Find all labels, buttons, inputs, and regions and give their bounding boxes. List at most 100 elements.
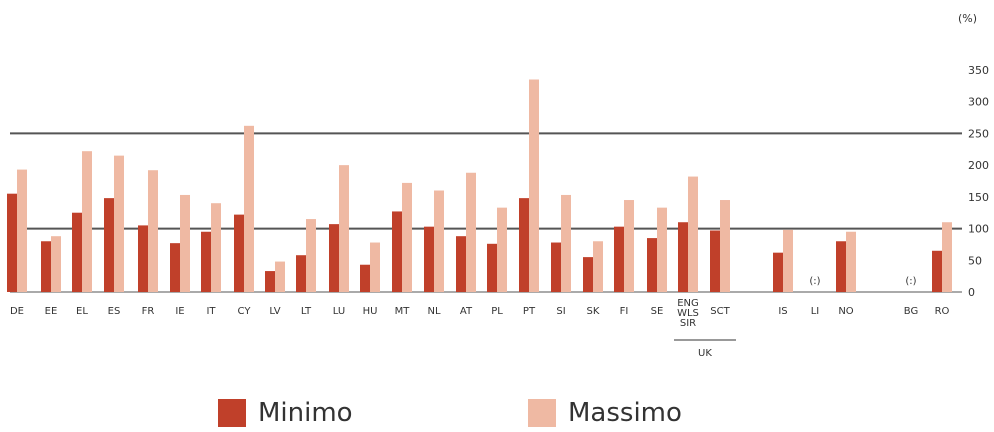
bar-minimo-lu [329,224,339,292]
legend-swatch-minimo [218,399,246,427]
x-tick-label: ES [108,306,121,317]
bar-massimo-is [783,229,793,292]
chart-area: 0 50 100 150 200 250 300 350 (%) DE EE EL ES FR IE IT CY… [7,12,989,359]
bar-minimo-at [456,236,466,292]
uk-group-label: UK [698,348,712,359]
bar-massimo-el [82,151,92,292]
bar-massimo-es [114,155,124,292]
x-tick-label: DE [10,306,24,317]
bar-minimo-it [201,231,211,292]
bar-minimo-lv [265,271,275,292]
bar-massimo-hu [370,242,380,292]
bar-massimo-it [211,203,221,292]
bar-massimo-lt [306,219,316,292]
x-tick-label: MT [395,306,411,317]
x-tick-label: HU [363,306,378,317]
y-tick-label: 250 [968,127,989,140]
x-tick-label: SI [556,306,565,317]
bar-minimo-de [7,193,17,292]
x-tick-label: AT [460,306,473,317]
x-tick-label: PL [491,306,503,317]
bar-massimo-mt [402,182,412,292]
x-tick-label: IT [206,306,216,317]
x-tick-label: NO [838,306,853,317]
bar-minimo-cy [234,214,244,292]
x-tick-label: LU [333,306,345,317]
bar-massimo-sct [720,200,730,292]
bar-minimo-pl [487,243,497,292]
bar-massimo-pt [529,79,539,292]
bar-minimo-el [72,212,82,292]
x-tick-label: LI [811,306,820,317]
bar-massimo-de [17,169,27,292]
bar-massimo-si [561,194,571,292]
x-tick-label: ENG [677,298,699,309]
x-tick-label: FR [142,306,155,317]
bar-minimo-se [647,238,657,292]
bar-massimo-fi [624,200,634,292]
bar-massimo-ie [180,194,190,292]
x-tick-label: IE [175,306,184,317]
bar-minimo-pt [519,198,529,292]
x-tick-label: PT [523,306,536,317]
bar-minimo-ee [41,241,51,292]
legend-swatch-massimo [528,399,556,427]
bar-minimo-no [836,241,846,292]
bar-minimo-es [104,198,114,292]
bar-minimo-ie [170,243,180,292]
not-available-label: (:) [905,276,916,287]
x-tick-label: EE [45,306,58,317]
y-tick-label: 50 [968,254,982,267]
bar-massimo-sk [593,241,603,292]
y-tick-label: 150 [968,191,989,204]
bar-massimo-ro [942,222,952,292]
bar-minimo-is [773,252,783,292]
x-tick-label: SE [651,306,664,317]
y-unit-label: (%) [958,12,977,25]
y-tick-label: 100 [968,223,989,236]
x-tick-label: RO [935,306,950,317]
legend-label-minimo: Minimo [258,398,353,428]
y-tick-label: 350 [968,64,989,77]
x-tick-label: NL [427,306,440,317]
x-tick-label: SK [587,306,600,317]
bar-massimo-no [846,231,856,292]
bar-minimo-si [551,242,561,292]
bar-massimo-at [466,172,476,292]
bar-minimo-mt [392,211,402,292]
legend-item-minimo: Minimo [218,398,353,428]
bar-minimo-fr [138,225,148,292]
y-tick-label: 200 [968,159,989,172]
legend-label-massimo: Massimo [568,398,682,428]
x-tick-label: WLS [677,308,699,319]
x-tick-label: EL [76,306,88,317]
bar-minimo-hu [360,264,370,292]
bar-massimo-fr [148,170,158,292]
bar-massimo-cy [244,125,254,293]
bar-minimo-lt [296,255,306,292]
legend-item-massimo: Massimo [528,398,682,428]
y-tick-label: 0 [968,286,975,299]
y-tick-label: 300 [968,96,989,109]
x-tick-label: LT [301,306,312,317]
x-tick-label: CY [238,306,252,317]
bar-massimo-eng-wls-sir [688,176,698,292]
x-tick-label: LV [269,306,280,317]
bar-massimo-nl [434,190,444,292]
x-tick-label: SIR [680,318,696,329]
bar-massimo-ee [51,236,61,292]
bar-minimo-sct [710,230,720,292]
bar-minimo-sk [583,257,593,292]
bar-minimo-ro [932,250,942,292]
bar-massimo-lu [339,165,349,292]
not-available-label: (:) [809,276,820,287]
x-tick-label: SCT [710,306,730,317]
x-tick-label: IS [778,306,787,317]
bar-minimo-nl [424,226,434,292]
x-tick-label: FI [620,306,629,317]
bar-minimo-fi [614,226,624,292]
bar-massimo-lv [275,261,285,292]
bar-massimo-pl [497,207,507,292]
bar-minimo-eng-wls-sir [678,222,688,292]
bar-massimo-se [657,207,667,292]
